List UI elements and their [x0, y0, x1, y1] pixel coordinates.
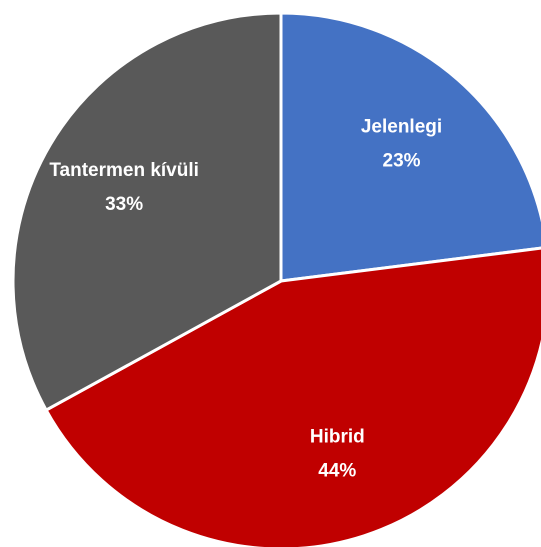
slice-label: Jelenlegi [361, 116, 442, 137]
pie-slice [11, 11, 283, 413]
slice-value-label: 23% [383, 150, 421, 171]
pie-slice [44, 246, 541, 547]
pie-slice [279, 11, 541, 283]
slice-label: Hibrid [310, 426, 365, 447]
slice-value-label: 44% [318, 460, 356, 481]
slice-value-label: 33% [105, 194, 143, 215]
slice-label: Tantermen kívüli [49, 160, 199, 181]
